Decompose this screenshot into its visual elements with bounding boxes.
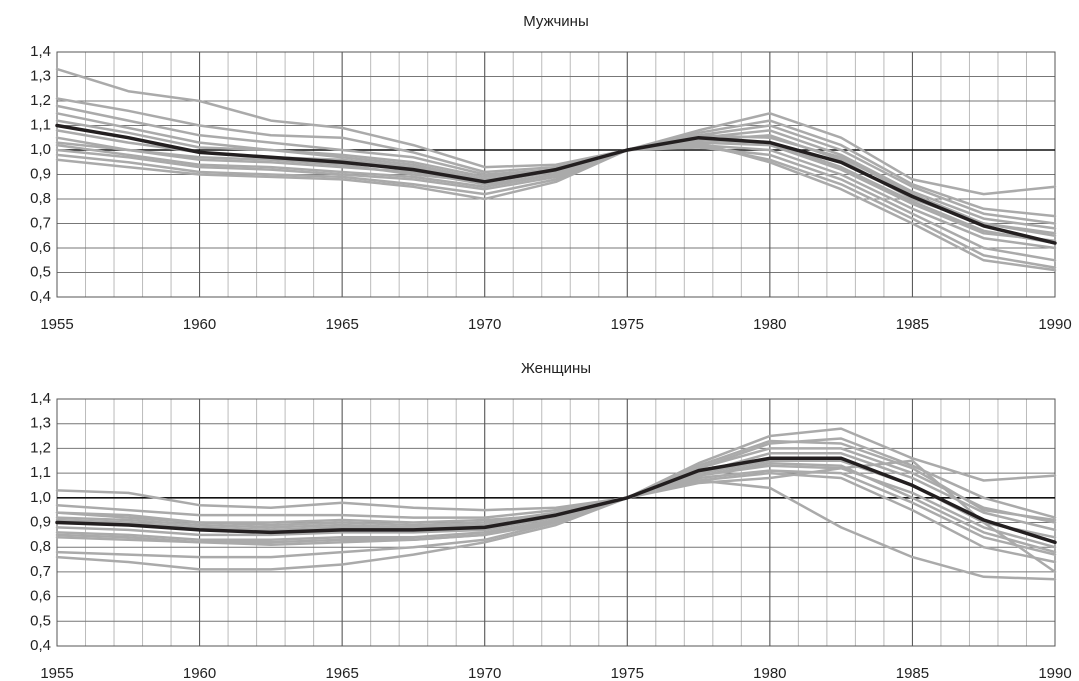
y-tick-label: 0,9 (30, 165, 51, 182)
series-line (55, 471, 1057, 564)
y-tick-label: 0,8 (30, 190, 51, 207)
series-line (55, 143, 1057, 269)
y-tick-label: 0,6 (30, 239, 51, 256)
main-line (55, 456, 1057, 545)
x-tick-label: 1970 (468, 316, 501, 333)
y-tick-label: 0,7 (30, 214, 51, 231)
series-line (55, 143, 1057, 250)
series-line (55, 461, 1057, 554)
y-tick-label: 1,0 (30, 489, 51, 506)
y-tick-label: 1,2 (30, 92, 51, 109)
y-tick-label: 0,4 (30, 637, 51, 654)
y-tick-label: 1,3 (30, 415, 51, 432)
x-tick-label: 1980 (753, 316, 786, 333)
plot-frame (56, 51, 1056, 298)
x-tick-label: 1960 (183, 316, 216, 333)
main-line (55, 123, 1057, 245)
series-line (55, 459, 1057, 574)
series-line (55, 97, 1057, 218)
y-tick-label: 0,7 (30, 563, 51, 580)
y-tick-label: 0,9 (30, 513, 51, 530)
x-tick-label: 1955 (40, 316, 73, 333)
series-line (55, 437, 1057, 519)
x-tick-label: 1970 (468, 665, 501, 681)
x-tick-label: 1965 (325, 665, 358, 681)
y-tick-label: 1,1 (30, 464, 51, 481)
y-tick-label: 0,8 (30, 538, 51, 555)
y-tick-label: 0,5 (30, 263, 51, 280)
y-tick-label: 1,2 (30, 439, 51, 456)
y-tick-label: 1,0 (30, 141, 51, 158)
series-line (55, 141, 1057, 272)
chart-title: Мужчины (523, 13, 588, 30)
y-tick-label: 0,5 (30, 612, 51, 629)
x-tick-label: 1980 (753, 665, 786, 681)
x-tick-label: 1955 (40, 665, 73, 681)
y-tick-label: 1,3 (30, 67, 51, 84)
series-line (55, 146, 1057, 262)
y-tick-label: 1,4 (30, 390, 51, 407)
x-tick-label: 1975 (611, 665, 644, 681)
x-tick-label: 1990 (1038, 665, 1071, 681)
x-tick-label: 1985 (896, 665, 929, 681)
x-tick-label: 1960 (183, 665, 216, 681)
y-tick-label: 0,6 (30, 588, 51, 605)
x-tick-label: 1990 (1038, 316, 1071, 333)
series-line (55, 67, 1057, 196)
chart-title: Женщины (521, 360, 591, 377)
series-line (55, 427, 1057, 512)
y-tick-label: 1,1 (30, 116, 51, 133)
x-tick-label: 1965 (325, 316, 358, 333)
x-tick-label: 1985 (896, 316, 929, 333)
y-tick-label: 1,4 (30, 43, 51, 60)
y-tick-label: 0,4 (30, 288, 51, 305)
x-tick-label: 1975 (611, 316, 644, 333)
series-line (55, 138, 1057, 245)
